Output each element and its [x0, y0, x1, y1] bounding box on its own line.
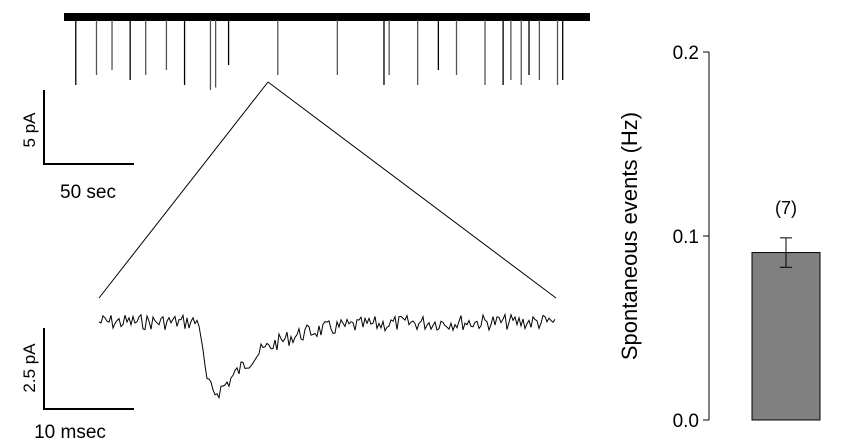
bar-chart: 0.0 0.1 0.2 Spontaneous events (Hz) (7) — [617, 43, 821, 432]
scale-bar-raw-time-label: 50 sec — [60, 182, 116, 203]
bar — [751, 252, 821, 421]
scale-bar-raw-amplitude-label: 5 pA — [20, 112, 39, 148]
bars: (7) — [751, 198, 821, 421]
scale-bar-expanded-time-label: 10 msec — [34, 422, 106, 443]
y-axis-label: Spontaneous events (Hz) — [617, 112, 642, 360]
scale-bar-expanded-amplitude-label: 2.5 pA — [20, 343, 39, 393]
y-tick-label: 0.1 — [673, 227, 699, 248]
y-tick-label: 0.0 — [673, 411, 699, 432]
raw-trace — [64, 13, 590, 90]
scale-bar-raw: 5 pA 50 sec — [20, 90, 134, 203]
y-axis-ticks: 0.0 0.1 0.2 — [673, 43, 709, 432]
raw-trace-baseline — [64, 13, 590, 21]
scale-bar-expanded: 2.5 pA 10 msec — [20, 328, 134, 443]
bar-annotation: (7) — [775, 198, 797, 218]
y-tick-label: 0.2 — [673, 43, 699, 64]
zoom-line-right — [267, 81, 557, 299]
expanded-trace — [98, 312, 556, 400]
zoom-line-left — [98, 81, 269, 299]
raw-trace-events — [75, 20, 564, 90]
